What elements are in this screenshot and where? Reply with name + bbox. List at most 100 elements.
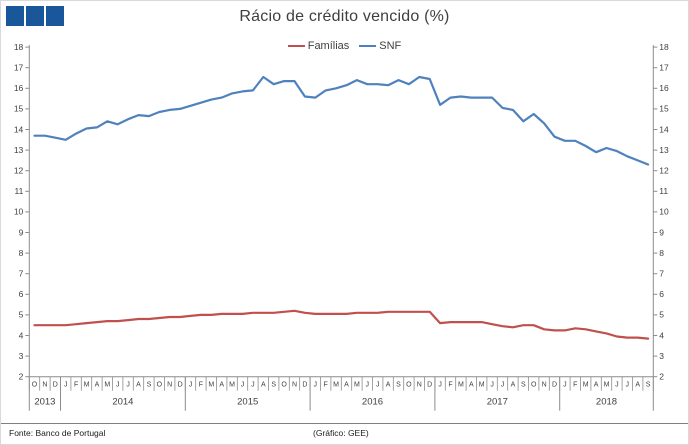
x-axis-month-label: M (229, 382, 235, 389)
x-axis-month-label: J (189, 382, 193, 389)
x-axis-month-label: D (552, 382, 557, 389)
x-axis-month-label: N (542, 382, 547, 389)
chart-title: Rácio de crédito vencido (%) (239, 8, 450, 25)
y-axis-label-left: 13 (14, 145, 24, 155)
y-axis-label-left: 10 (14, 207, 24, 217)
y-axis-label-left: 4 (19, 330, 24, 340)
x-axis-year-label: 2018 (596, 397, 617, 408)
x-axis-month-label: A (386, 382, 391, 389)
y-axis-label-right: 5 (659, 310, 664, 320)
legend-item-familias: Famílias (287, 40, 350, 52)
y-axis-label-left: 7 (19, 269, 24, 279)
x-axis-month-label: O (531, 382, 537, 389)
y-axis-label-right: 15 (659, 104, 669, 114)
x-axis-month-label: F (324, 382, 328, 389)
x-axis-month-label: M (354, 382, 360, 389)
x-axis-month-label: O (157, 382, 163, 389)
legend-swatch-familias (287, 44, 305, 48)
x-axis-month-label: J (376, 382, 380, 389)
x-axis-month-label: D (427, 382, 432, 389)
x-axis-month-label: J (563, 382, 567, 389)
x-axis-month-label: J (490, 382, 494, 389)
x-axis-month-label: S (646, 382, 651, 389)
x-axis-month-label: F (448, 382, 452, 389)
x-axis-month-label: D (178, 382, 183, 389)
y-axis-label-left: 11 (14, 186, 23, 196)
series-line-famílias (33, 309, 650, 340)
x-axis-month-label: A (594, 382, 599, 389)
y-axis-label-left: 12 (14, 166, 24, 176)
x-axis-month-label: S (396, 382, 401, 389)
x-axis-month-label: O (406, 382, 412, 389)
x-axis-month-label: J (116, 382, 120, 389)
x-axis-month-label: M (458, 382, 464, 389)
y-axis-label-left: 3 (19, 351, 24, 361)
logo-square-3 (46, 6, 64, 26)
chart-legend: Famílias SNF (1, 40, 688, 52)
series-line-snf (33, 75, 650, 166)
x-axis-year-label: 2014 (112, 397, 133, 408)
y-axis-label-right: 12 (659, 166, 669, 176)
x-axis-month-label: N (42, 382, 47, 389)
x-axis-month-label: N (292, 382, 297, 389)
y-axis-label-right: 2 (659, 372, 664, 382)
y-axis-label-left: 9 (19, 227, 24, 237)
x-axis-month-label: J (626, 382, 630, 389)
source-note: Fonte: Banco de Portugal (9, 428, 106, 438)
y-axis-label-right: 16 (659, 83, 669, 93)
y-axis-label-right: 6 (659, 289, 664, 299)
x-axis-month-label: J (64, 382, 68, 389)
y-axis-label-left: 17 (14, 63, 24, 73)
x-axis-month-label: J (241, 382, 245, 389)
x-axis-month-label: J (615, 382, 619, 389)
y-axis-label-right: 14 (659, 124, 669, 134)
x-axis-month-label: F (573, 382, 577, 389)
x-axis-year-label: 2016 (362, 397, 383, 408)
x-axis-month-label: D (53, 382, 58, 389)
y-axis-label-left: 14 (14, 124, 24, 134)
chart-footer: Fonte: Banco de Portugal (Gráfico: GEE) (1, 423, 688, 444)
y-axis-label-left: 18 (14, 42, 24, 52)
x-axis-month-label: M (479, 382, 485, 389)
x-axis-month-label: J (366, 382, 370, 389)
gee-logo (6, 6, 64, 26)
logo-square-1 (6, 6, 24, 26)
y-axis-label-right: 17 (659, 63, 669, 73)
y-axis-label-right: 11 (659, 186, 668, 196)
x-axis-month-label: J (251, 382, 255, 389)
x-axis-month-label: A (635, 382, 640, 389)
y-axis-label-right: 3 (659, 351, 664, 361)
legend-label-familias: Famílias (307, 40, 350, 52)
x-axis-month-label: S (271, 382, 276, 389)
x-axis-month-label: N (167, 382, 172, 389)
x-axis-month-label: S (521, 382, 526, 389)
y-axis-label-right: 9 (659, 227, 664, 237)
credit-note: (Gráfico: GEE) (313, 428, 369, 438)
x-axis-month-label: M (583, 382, 589, 389)
legend-item-snf: SNF (359, 40, 401, 52)
x-axis-month-label: J (314, 382, 318, 389)
y-axis-label-right: 7 (659, 269, 664, 279)
y-axis-label-right: 4 (659, 330, 664, 340)
x-axis-month-label: S (147, 382, 152, 389)
x-axis-month-label: F (199, 382, 203, 389)
x-axis-month-label: A (219, 382, 224, 389)
y-axis-label-left: 5 (19, 310, 24, 320)
x-axis-month-label: A (344, 382, 349, 389)
x-axis-month-label: M (84, 382, 90, 389)
y-axis-label-right: 13 (659, 145, 669, 155)
y-axis-label-left: 6 (19, 289, 24, 299)
x-axis-month-label: M (104, 382, 110, 389)
x-axis-month-label: N (417, 382, 422, 389)
x-axis-month-label: O (281, 382, 287, 389)
x-axis-year-label: 2015 (237, 397, 258, 408)
y-axis-label-right: 10 (659, 207, 669, 217)
x-axis-month-label: J (501, 382, 505, 389)
x-axis-month-label: A (136, 382, 141, 389)
x-axis-month-label: J (438, 382, 442, 389)
x-axis-month-label: A (95, 382, 100, 389)
x-axis-month-label: J (126, 382, 130, 389)
y-axis-label-right: 8 (659, 248, 664, 258)
